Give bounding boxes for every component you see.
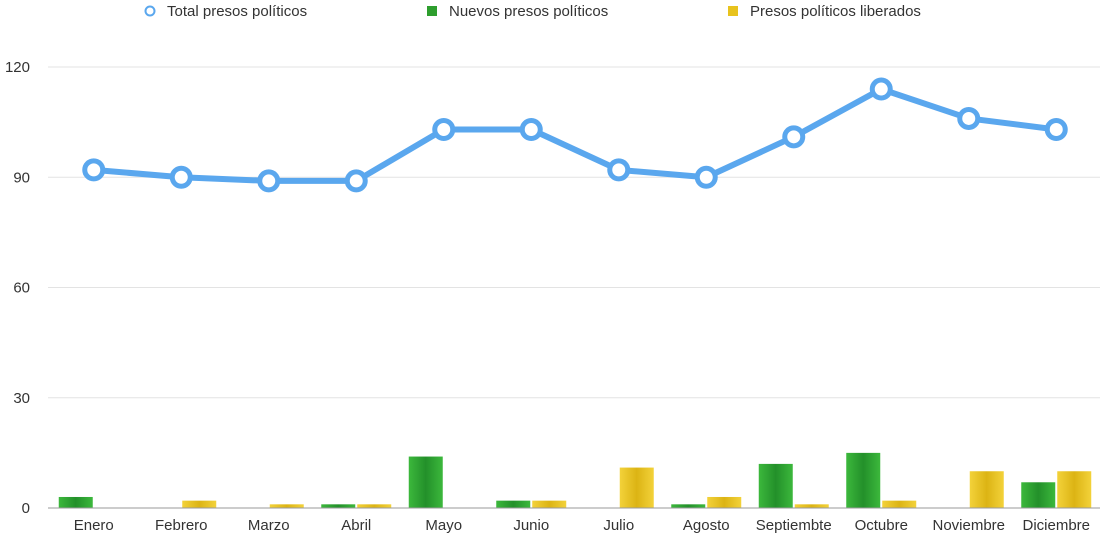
- bar-presos-pol-ticos-liberados: [269, 504, 304, 508]
- legend-marker: [427, 6, 437, 16]
- line-point: [957, 106, 981, 130]
- legend-label: Presos políticos liberados: [750, 3, 921, 20]
- legend-label: Nuevos presos políticos: [449, 3, 608, 20]
- line-point: [257, 169, 281, 193]
- bar-nuevos-presos-pol-ticos: [321, 504, 356, 508]
- bar-nuevos-presos-pol-ticos: [1021, 482, 1056, 508]
- bar-presos-pol-ticos-liberados: [707, 496, 742, 508]
- x-tick-label: Junio: [513, 517, 549, 534]
- x-tick-label: Septiembte: [756, 517, 832, 534]
- bar-presos-pol-ticos-liberados: [1057, 471, 1092, 508]
- x-tick-label: Agosto: [683, 517, 730, 534]
- bar-nuevos-presos-pol-ticos: [758, 463, 793, 508]
- bar-nuevos-presos-pol-ticos: [408, 456, 443, 508]
- legend-label: Total presos políticos: [167, 3, 307, 20]
- x-tick-label: Marzo: [248, 517, 290, 534]
- line-point: [694, 165, 718, 189]
- line-point: [782, 125, 806, 149]
- x-tick-label: Noviembre: [932, 517, 1005, 534]
- x-tick-label: Enero: [74, 517, 114, 534]
- legend-marker: [728, 6, 738, 16]
- x-tick-label: Mayo: [425, 517, 462, 534]
- bar-presos-pol-ticos-liberados: [532, 500, 567, 508]
- y-tick-label: 60: [13, 280, 30, 297]
- bar-nuevos-presos-pol-ticos: [671, 504, 706, 508]
- bar-nuevos-presos-pol-ticos: [846, 452, 881, 508]
- bar-presos-pol-ticos-liberados: [969, 471, 1004, 508]
- bars: [58, 452, 1092, 508]
- x-axis: Enero Febrero Marzo Abril Mayo Junio Julio Agos…: [74, 517, 1090, 534]
- y-tick-label: 90: [13, 169, 30, 186]
- series-line: [90, 86, 1060, 184]
- line-point: [607, 158, 631, 182]
- grid: [48, 66, 1100, 399]
- line-point: [344, 169, 368, 193]
- x-tick-label: Abril: [341, 517, 371, 534]
- x-tick-label: Julio: [603, 517, 634, 534]
- bar-presos-pol-ticos-liberados: [794, 504, 829, 508]
- bar-presos-pol-ticos-liberados: [357, 504, 392, 508]
- x-tick-label: Octubre: [855, 517, 908, 534]
- bar-presos-pol-ticos-liberados: [182, 500, 217, 508]
- bar-presos-pol-ticos-liberados: [619, 467, 654, 508]
- bar-presos-pol-ticos-liberados: [882, 500, 917, 508]
- y-tick-label: 0: [22, 500, 30, 517]
- x-tick-label: Febrero: [155, 517, 208, 534]
- bar-nuevos-presos-pol-ticos: [58, 496, 93, 508]
- x-tick-label: Diciembre: [1022, 517, 1090, 534]
- legend: Total presos políticos Nuevos presos polí…: [144, 3, 921, 20]
- legend-marker: [144, 5, 156, 17]
- y-axis: 0 30 60 90 120: [5, 59, 30, 517]
- line-point: [169, 165, 193, 189]
- line-point: [519, 117, 543, 141]
- y-tick-label: 30: [13, 390, 30, 407]
- bar-nuevos-presos-pol-ticos: [496, 500, 531, 508]
- y-tick-label: 120: [5, 59, 30, 76]
- line-point: [432, 117, 456, 141]
- line-point: [869, 77, 893, 101]
- line-point: [1044, 117, 1068, 141]
- series-lines: [82, 77, 1068, 193]
- line-point: [82, 158, 106, 182]
